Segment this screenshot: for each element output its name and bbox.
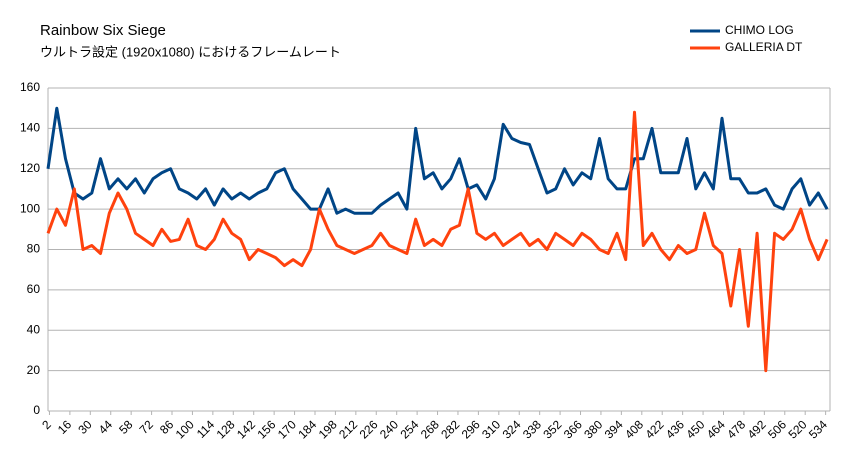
x-tick-label: 44 bbox=[96, 417, 116, 437]
x-tick-label: 254 bbox=[397, 417, 421, 441]
y-tick-label: 140 bbox=[20, 121, 40, 135]
x-tick-label: 352 bbox=[540, 417, 564, 441]
x-tick-label: 394 bbox=[602, 417, 626, 441]
y-tick-label: 80 bbox=[27, 242, 41, 256]
x-tick-label: 58 bbox=[116, 417, 136, 437]
x-tick-label: 240 bbox=[377, 417, 401, 441]
series-line bbox=[46, 106, 829, 215]
x-tick-label: 520 bbox=[785, 417, 809, 441]
x-tick-label: 310 bbox=[479, 417, 503, 441]
x-tick-label: 16 bbox=[55, 417, 75, 437]
x-tick-label: 324 bbox=[500, 417, 524, 441]
x-tick-label: 198 bbox=[316, 417, 340, 441]
x-tick-label: 534 bbox=[806, 417, 830, 441]
x-tick-label: 156 bbox=[254, 417, 278, 441]
x-tick-label: 30 bbox=[75, 417, 95, 437]
x-tick-label: 226 bbox=[357, 417, 381, 441]
y-tick-label: 40 bbox=[27, 322, 41, 336]
x-tick-label: 2 bbox=[39, 417, 54, 432]
y-tick-label: 60 bbox=[27, 282, 41, 296]
y-tick-label: 20 bbox=[27, 363, 41, 377]
chart-subtitle: ウルトラ設定 (1920x1080) におけるフレームレート bbox=[40, 44, 341, 59]
x-tick-label: 142 bbox=[234, 417, 258, 441]
x-tick-label: 380 bbox=[581, 417, 605, 441]
x-tick-label: 338 bbox=[520, 417, 544, 441]
x-tick-label: 128 bbox=[214, 417, 238, 441]
x-tick-label: 296 bbox=[459, 417, 483, 441]
y-tick-label: 120 bbox=[20, 161, 40, 175]
x-tick-label: 492 bbox=[745, 417, 769, 441]
x-tick-label: 282 bbox=[438, 417, 462, 441]
x-tick-label: 170 bbox=[275, 417, 299, 441]
x-tick-label: 268 bbox=[418, 417, 442, 441]
x-tick-label: 422 bbox=[643, 417, 667, 441]
x-tick-label: 114 bbox=[194, 417, 218, 441]
x-tick-label: 478 bbox=[724, 417, 748, 441]
x-tick-label: 366 bbox=[561, 417, 585, 441]
x-tick-label: 408 bbox=[622, 417, 646, 441]
x-tick-label: 212 bbox=[336, 417, 360, 441]
x-tick-label: 506 bbox=[765, 417, 789, 441]
legend-label: CHIMO LOG bbox=[725, 23, 794, 37]
x-tick-label: 72 bbox=[137, 417, 157, 437]
legend-label: GALLERIA DT bbox=[725, 40, 803, 54]
y-tick-label: 100 bbox=[20, 201, 40, 215]
y-tick-label: 0 bbox=[33, 403, 40, 417]
x-tick-label: 436 bbox=[663, 417, 687, 441]
y-tick-label: 160 bbox=[20, 80, 40, 94]
x-tick-label: 464 bbox=[704, 417, 728, 441]
x-tick-label: 450 bbox=[683, 417, 707, 441]
chart-title: Rainbow Six Siege bbox=[40, 22, 166, 39]
x-tick-label: 184 bbox=[295, 417, 319, 441]
x-tick-label: 100 bbox=[173, 417, 197, 441]
series-line bbox=[46, 110, 829, 373]
